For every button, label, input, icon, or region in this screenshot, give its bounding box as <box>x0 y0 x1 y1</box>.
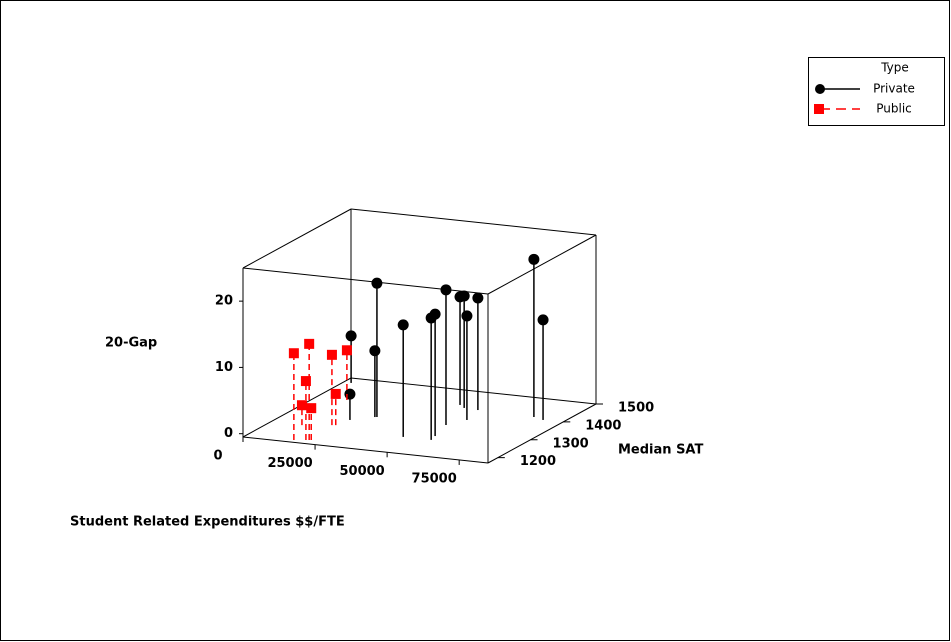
point <box>330 388 341 399</box>
legend-marker <box>815 84 825 94</box>
point <box>528 253 540 265</box>
y-tick-label: 1300 <box>553 436 589 451</box>
point <box>345 330 357 342</box>
point <box>341 345 352 356</box>
point <box>397 319 409 331</box>
box-edge <box>350 377 597 405</box>
point <box>300 376 311 387</box>
z-axis-label: 20-Gap <box>105 336 157 351</box>
legend-label: Public <box>876 102 912 116</box>
box-edge <box>487 403 597 464</box>
box-edge <box>487 234 597 295</box>
point <box>440 284 452 296</box>
x-tick-label: 0 <box>213 449 222 464</box>
point <box>461 310 473 322</box>
z-tick-label: 20 <box>215 294 233 309</box>
x-tick-label: 75000 <box>412 471 457 486</box>
point <box>458 290 470 302</box>
legend-label: Private <box>873 82 915 96</box>
point <box>288 348 299 359</box>
point <box>306 403 317 414</box>
y-axis-label: Median SAT <box>618 443 703 458</box>
box-edge <box>242 208 352 269</box>
z-tick-label: 10 <box>215 360 233 375</box>
legend-box <box>808 57 945 126</box>
point <box>371 277 383 289</box>
x-tick-label: 50000 <box>340 464 385 479</box>
box-edge <box>242 436 489 464</box>
y-tick-label: 1500 <box>618 401 654 416</box>
point <box>537 314 549 326</box>
y-tick-label: 1400 <box>585 418 621 433</box>
point <box>429 308 441 320</box>
box-edge <box>350 208 597 236</box>
point <box>344 388 356 400</box>
point <box>296 400 307 411</box>
point <box>369 345 381 357</box>
point <box>304 338 315 349</box>
point <box>472 292 484 304</box>
legend-marker <box>814 104 824 114</box>
x-axis-label: Student Related Expenditures $$/FTE <box>70 515 345 530</box>
z-tick-label: 0 <box>224 426 233 441</box>
point <box>326 349 337 360</box>
y-tick-label: 1200 <box>520 454 556 469</box>
legend-title: Type <box>880 61 909 75</box>
x-tick-label: 25000 <box>267 456 312 471</box>
